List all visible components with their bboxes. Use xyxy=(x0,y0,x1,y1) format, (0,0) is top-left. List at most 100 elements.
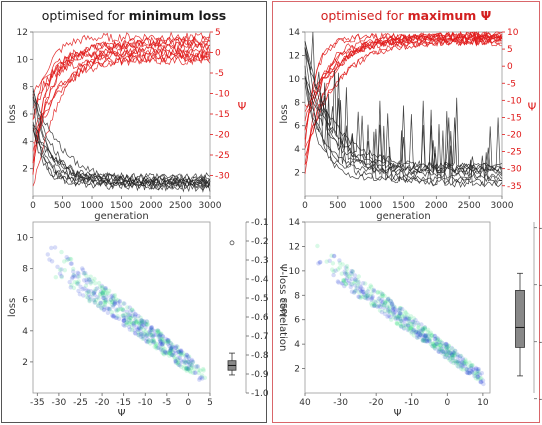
scatter-point xyxy=(441,351,446,357)
scatter-point xyxy=(158,339,164,345)
scatter-point xyxy=(420,331,425,336)
scatter-point xyxy=(87,277,93,283)
scatter-point xyxy=(394,308,399,313)
scatter-point xyxy=(395,315,400,320)
scatter-point xyxy=(369,301,374,306)
scatter-point xyxy=(93,286,99,292)
y2-tick-label: -25 xyxy=(507,148,522,158)
scatter-point xyxy=(455,360,461,365)
y-tick-label: 10 xyxy=(289,75,301,85)
scatter-point xyxy=(139,325,144,330)
scatter-point xyxy=(437,348,442,353)
scatter-point xyxy=(87,296,92,302)
scatter-point xyxy=(422,326,427,331)
scatter-point xyxy=(420,332,426,337)
scatter-point xyxy=(110,313,115,318)
scatter-point xyxy=(159,336,165,341)
scatter-point xyxy=(101,307,107,313)
scatter-point xyxy=(128,309,133,314)
scatter-point xyxy=(345,271,350,276)
scatter-point xyxy=(445,347,450,352)
scatter-point xyxy=(98,301,104,306)
scatter-point xyxy=(423,334,428,339)
scatter-point xyxy=(147,332,152,337)
scatter-point xyxy=(440,349,446,354)
scatter-point xyxy=(353,287,358,293)
scatter-point xyxy=(57,267,63,272)
scatter-point xyxy=(166,339,171,344)
scatter-point xyxy=(342,283,347,289)
scatter-point xyxy=(398,316,403,321)
scatter-point xyxy=(434,344,439,349)
y2-tick-label: 5 xyxy=(215,28,221,38)
scatter-point xyxy=(76,281,81,286)
scatter-point xyxy=(105,306,110,311)
scatter-point xyxy=(446,343,451,348)
scatter-point xyxy=(419,333,424,338)
scatter-point xyxy=(408,314,414,319)
y2-tick-label: 10 xyxy=(507,28,519,38)
scatter-point xyxy=(197,377,202,382)
scatter-point xyxy=(170,353,176,358)
scatter-point xyxy=(136,313,141,319)
scatter-point xyxy=(447,357,452,363)
scatter-point xyxy=(140,334,145,339)
scatter-point xyxy=(467,370,472,376)
scatter-point xyxy=(149,327,154,332)
scatter-point xyxy=(143,325,148,330)
scatter-point xyxy=(143,329,149,334)
scatter-point xyxy=(96,280,102,286)
y-tick-label: 2 xyxy=(22,165,28,175)
scatter-point xyxy=(103,286,109,291)
scatter-point xyxy=(364,293,369,298)
scatter-point xyxy=(386,300,391,305)
y2-axis-label: Ψ xyxy=(528,101,537,114)
scatter-point xyxy=(413,329,419,335)
scatter-point xyxy=(408,325,414,331)
loss-series-line xyxy=(304,65,503,180)
scatter-point xyxy=(357,287,363,292)
x-axis-label: Ψ xyxy=(118,408,126,419)
scatter-point xyxy=(196,370,201,376)
scatter-point xyxy=(438,343,443,348)
scatter-point xyxy=(170,348,175,354)
scatter-point xyxy=(103,299,108,305)
scatter-point xyxy=(433,346,438,351)
scatter-point xyxy=(100,303,105,308)
scatter-point xyxy=(410,326,415,331)
x-tick-label: -30 xyxy=(52,398,67,408)
scatter-point xyxy=(176,349,181,354)
scatter-point xyxy=(349,289,355,294)
scatter-point xyxy=(400,306,405,312)
scatter-point xyxy=(453,349,458,354)
scatter-point xyxy=(160,344,166,349)
scatter-point xyxy=(452,351,457,356)
x-tick-label: 500 xyxy=(54,201,71,211)
scatter-point xyxy=(450,355,455,361)
scatter-point xyxy=(432,345,437,351)
scatter-point xyxy=(460,367,465,372)
scatter-point xyxy=(407,328,412,333)
x-tick-label: -10 xyxy=(138,398,153,408)
scatter-point xyxy=(76,288,81,294)
scatter-point xyxy=(110,304,116,309)
scatter-point xyxy=(450,353,455,358)
scatter-point xyxy=(375,304,380,309)
scatter-point xyxy=(379,297,385,302)
scatter-point xyxy=(100,292,105,298)
scatter-point xyxy=(389,300,394,305)
scatter-point xyxy=(199,373,205,378)
scatter-point xyxy=(138,315,143,320)
scatter-point xyxy=(396,314,402,319)
scatter-point xyxy=(379,291,385,296)
scatter-point xyxy=(190,359,196,364)
scatter-point xyxy=(361,292,367,297)
scatter-point xyxy=(425,333,430,338)
psi-series-line xyxy=(32,55,211,120)
x-tick-label: 0 xyxy=(444,398,450,408)
x-tick-label: 2500 xyxy=(458,201,481,211)
scatter-point xyxy=(368,294,373,299)
scatter-point xyxy=(159,336,164,342)
scatter-point xyxy=(175,356,180,362)
